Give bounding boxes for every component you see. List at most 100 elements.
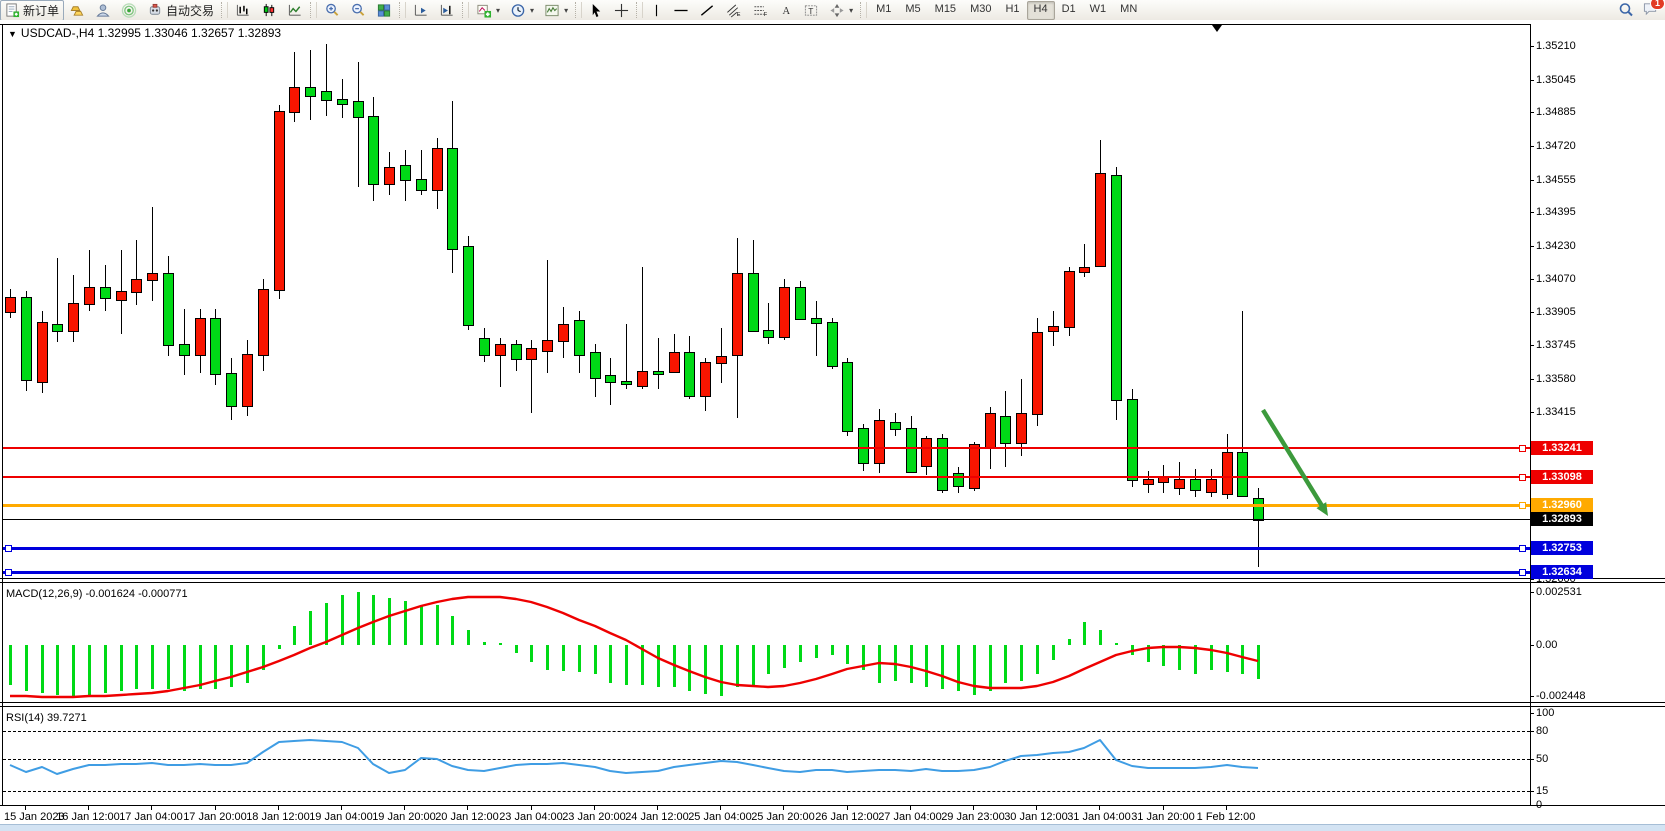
vertical-line-tool-button[interactable] bbox=[645, 0, 668, 21]
auto-scroll-button[interactable] bbox=[408, 0, 434, 21]
crosshair-tool-button[interactable] bbox=[609, 0, 634, 21]
svg-text:T: T bbox=[808, 5, 813, 15]
text-label-tool-button[interactable]: T bbox=[798, 0, 824, 21]
candle bbox=[858, 428, 869, 464]
chart-top-border bbox=[0, 24, 1531, 25]
timeframe-M15[interactable]: M15 bbox=[934, 2, 957, 15]
price-tag[interactable]: 1.32634 bbox=[1531, 565, 1593, 579]
line-handle[interactable] bbox=[5, 545, 12, 552]
notifications-button[interactable]: 1 bbox=[1642, 0, 1665, 19]
line-handle[interactable] bbox=[5, 569, 12, 576]
timeframe-M1[interactable]: M1 bbox=[876, 2, 892, 15]
line-handle[interactable] bbox=[1519, 445, 1526, 452]
line-chart-button[interactable] bbox=[282, 0, 308, 21]
timeframe-D1[interactable]: D1 bbox=[1061, 2, 1076, 15]
macd-bar bbox=[1210, 645, 1213, 670]
price-tick bbox=[1530, 312, 1534, 313]
candle bbox=[605, 375, 616, 383]
price-axis-label: 1.33905 bbox=[1536, 306, 1576, 318]
price-tag[interactable]: 1.32893 bbox=[1531, 512, 1593, 526]
rsi-label: RSI(14) 39.7271 bbox=[6, 712, 87, 724]
candlestick-chart-button[interactable] bbox=[256, 0, 282, 21]
line-handle[interactable] bbox=[1519, 502, 1526, 509]
main-toolbar: 新订单 自动交易 bbox=[0, 0, 1665, 21]
candle-wick bbox=[1258, 488, 1259, 567]
macd-bar bbox=[1083, 622, 1086, 645]
rsi-tick bbox=[1530, 791, 1534, 792]
add-indicator-button[interactable]: ▾ bbox=[471, 0, 505, 21]
macd-bar bbox=[625, 645, 628, 685]
bar-chart-button[interactable] bbox=[230, 0, 256, 21]
timeframe-H1[interactable]: H1 bbox=[1005, 2, 1020, 15]
price-tag[interactable]: 1.33098 bbox=[1531, 470, 1593, 484]
equidistant-channel-tool-button[interactable]: E bbox=[720, 0, 747, 21]
chart-window[interactable]: ▼ USDCAD-,H4 1.32995 1.33046 1.32657 1.32… bbox=[0, 20, 1665, 831]
time-axis-label: 26 Jan 12:00 bbox=[815, 811, 879, 823]
zoom-out-button[interactable] bbox=[345, 0, 371, 21]
timeframe-M5[interactable]: M5 bbox=[905, 2, 921, 15]
market-button[interactable] bbox=[64, 0, 90, 21]
svg-text:A: A bbox=[783, 6, 791, 17]
text-tool-button[interactable]: A bbox=[774, 0, 798, 21]
candle-wick bbox=[768, 303, 769, 344]
macd-bar bbox=[609, 645, 612, 683]
candle bbox=[400, 165, 411, 181]
price-tick bbox=[1530, 412, 1534, 413]
macd-label: MACD(12,26,9) -0.001624 -0.000771 bbox=[6, 588, 188, 600]
time-axis-label: 20 Jan 12:00 bbox=[435, 811, 499, 823]
new-order-button[interactable]: 新订单 bbox=[0, 0, 65, 21]
tile-windows-icon bbox=[377, 3, 391, 17]
periods-button[interactable]: ▾ bbox=[505, 0, 539, 21]
fibonacci-tool-button[interactable]: F bbox=[747, 0, 774, 21]
horizontal-line-tool-button[interactable] bbox=[668, 0, 694, 21]
cursor-tool-button[interactable] bbox=[584, 0, 609, 21]
price-tag[interactable]: 1.33241 bbox=[1531, 441, 1593, 455]
candle-wick bbox=[342, 79, 343, 118]
time-axis-label: 30 Jan 12:00 bbox=[1004, 811, 1068, 823]
line-handle[interactable] bbox=[1519, 569, 1526, 576]
candle bbox=[432, 148, 443, 191]
timeframe-M30[interactable]: M30 bbox=[970, 2, 992, 15]
bar-chart-icon bbox=[236, 4, 249, 16]
timeframe-W1[interactable]: W1 bbox=[1089, 2, 1107, 15]
timeframe-H4[interactable]: H4 bbox=[1026, 0, 1055, 20]
time-axis-label: 16 Jan 12:00 bbox=[56, 811, 120, 823]
autotrading-button[interactable]: 自动交易 bbox=[142, 0, 219, 21]
search-icon[interactable] bbox=[1618, 2, 1634, 18]
candle bbox=[495, 344, 506, 356]
line-handle[interactable] bbox=[1519, 474, 1526, 481]
macd-bar bbox=[578, 645, 581, 672]
macd-bar bbox=[467, 630, 470, 645]
price-tag[interactable]: 1.32960 bbox=[1531, 498, 1593, 512]
chart-title: ▼ USDCAD-,H4 1.32995 1.33046 1.32657 1.32… bbox=[8, 26, 281, 40]
candle-wick bbox=[547, 260, 548, 373]
price-axis-label: 1.35210 bbox=[1536, 40, 1576, 52]
chart-dropdown-icon[interactable]: ▼ bbox=[8, 29, 17, 39]
candle bbox=[1048, 326, 1059, 332]
candle bbox=[1174, 479, 1185, 489]
arrows-tool-button[interactable]: ▾ bbox=[824, 0, 858, 21]
tile-windows-button[interactable] bbox=[371, 0, 397, 21]
candlestick-chart-icon bbox=[263, 3, 275, 16]
candle bbox=[1095, 173, 1106, 267]
macd-bar bbox=[41, 645, 44, 693]
trendline-tool-button[interactable] bbox=[694, 0, 720, 21]
zoom-in-button[interactable] bbox=[319, 0, 345, 21]
line-handle[interactable] bbox=[1519, 545, 1526, 552]
macd-bar bbox=[831, 645, 834, 655]
rsi-level-line bbox=[3, 731, 1530, 732]
panel-separator bbox=[0, 582, 1665, 583]
level-line bbox=[3, 504, 1530, 507]
timeframe-MN[interactable]: MN bbox=[1120, 2, 1138, 15]
chart-shift-button[interactable] bbox=[434, 0, 460, 21]
candle bbox=[289, 87, 300, 113]
time-tick bbox=[657, 806, 658, 810]
rsi-level-line bbox=[3, 791, 1530, 792]
chart-shift-marker[interactable] bbox=[1212, 25, 1222, 32]
price-tag[interactable]: 1.32753 bbox=[1531, 541, 1593, 555]
signals-button[interactable] bbox=[116, 0, 142, 21]
community-button[interactable] bbox=[90, 0, 116, 21]
templates-button[interactable]: ▾ bbox=[539, 0, 573, 21]
time-tick bbox=[467, 806, 468, 810]
candle bbox=[906, 428, 917, 473]
